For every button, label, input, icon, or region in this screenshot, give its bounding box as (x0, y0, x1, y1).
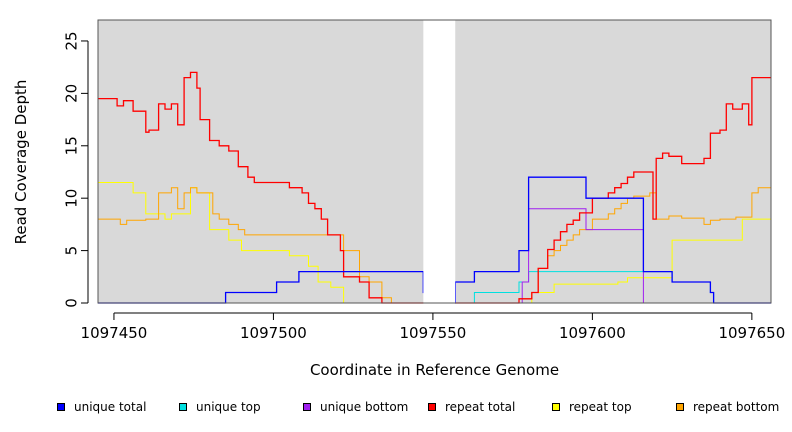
legend-swatch-unique-total (57, 403, 65, 411)
legend-label-unique-bottom: unique bottom (320, 400, 409, 414)
legend-swatch-unique-bottom (303, 403, 311, 411)
series-line-repeat-top (98, 182, 771, 304)
series-line-unique-total (98, 176, 771, 304)
y-tick-label: 10 (62, 189, 80, 208)
legend-label-unique-top: unique top (196, 400, 261, 414)
legend-label-unique-total: unique total (74, 400, 147, 414)
x-tick-label: 1097550 (399, 324, 466, 342)
axes-layer: 0 5 10 15 20 25 1097450 1097500 1097550 1097600 10… (62, 31, 785, 342)
x-axis-label: Coordinate in Reference Genome (309, 361, 560, 379)
legend-item-repeat-top: repeat top (552, 400, 632, 414)
x-tick-label: 1097500 (240, 324, 307, 342)
legend-label-repeat-top: repeat top (569, 400, 632, 414)
legend-swatch-repeat-bottom (676, 403, 684, 411)
y-tick-label: 5 (62, 246, 80, 256)
legend-label-repeat-total: repeat total (445, 400, 516, 414)
legend-swatch-repeat-total (428, 403, 436, 411)
plot-frame (97, 19, 772, 304)
y-tick-label: 25 (62, 31, 80, 50)
legend-item-unique-total: unique total (57, 400, 146, 414)
x-tick-label: 1097450 (81, 324, 148, 342)
y-tick-label: 20 (62, 84, 80, 103)
plot-gap (423, 20, 456, 304)
legend-label-repeat-bottom: repeat bottom (693, 400, 780, 414)
y-axis-label-text: Read Coverage Depth (12, 79, 30, 245)
legend-swatch-repeat-top (552, 403, 560, 411)
legend: unique total unique top unique bottom re… (0, 400, 792, 420)
legend-item-repeat-total: repeat total (428, 400, 515, 414)
legend-swatch-unique-top (179, 403, 187, 411)
legend-item-unique-bottom: unique bottom (303, 400, 408, 414)
x-tick-label: 1097650 (718, 324, 785, 342)
y-tick-label: 15 (62, 136, 80, 155)
x-tick-label: 1097600 (559, 324, 626, 342)
legend-item-unique-top: unique top (179, 400, 261, 414)
y-tick-label: 0 (62, 298, 80, 308)
legend-item-repeat-bottom: repeat bottom (676, 400, 779, 414)
